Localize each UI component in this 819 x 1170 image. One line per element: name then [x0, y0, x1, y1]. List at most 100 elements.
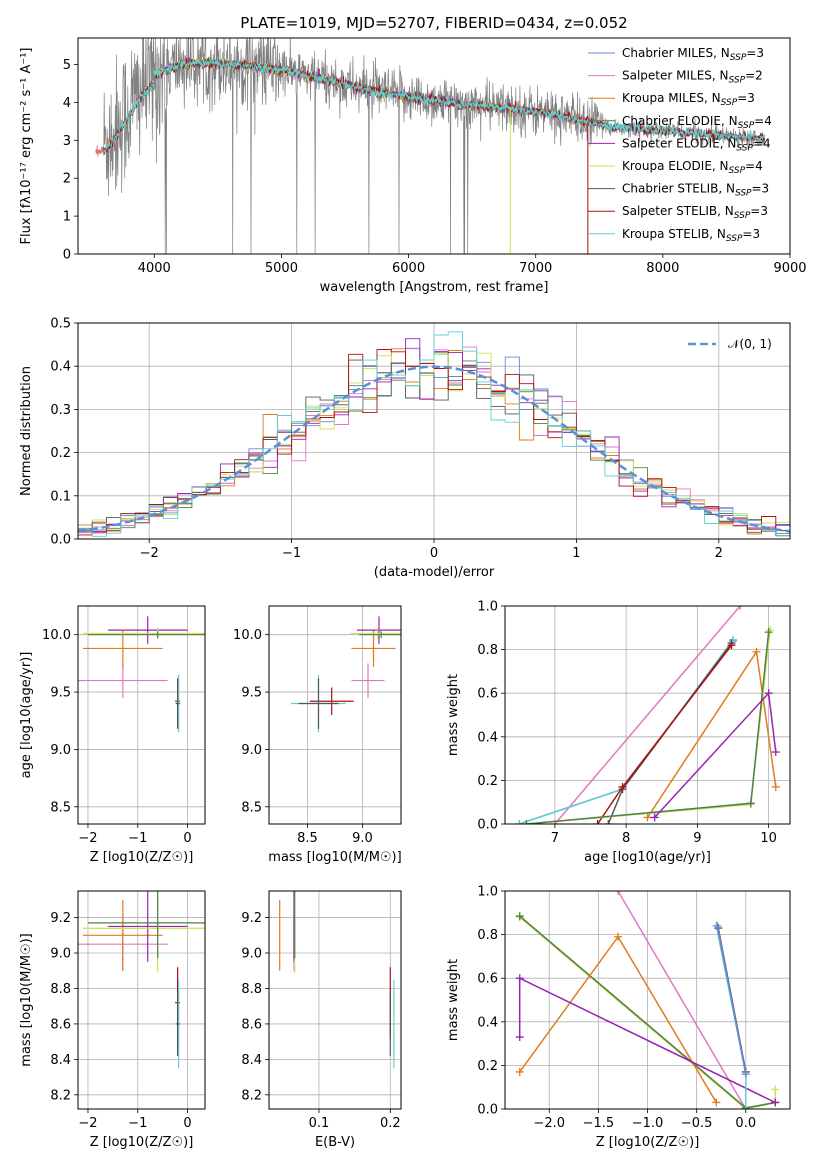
- weight-marker: [764, 689, 773, 698]
- residuals-xlabel: (data-model)/error: [374, 565, 495, 580]
- weight-marker: [771, 782, 780, 791]
- weight-marker: [741, 1070, 750, 1079]
- legend-label: Salpeter MILES, NSSP=2: [622, 69, 763, 86]
- spectrum-ytick-label: 3: [63, 134, 71, 149]
- spectrum-legend: Chabrier MILES, NSSP=3 Salpeter MILES, NS…: [588, 46, 772, 244]
- spectrum-ylabel: Flux [fλ10⁻¹⁷ erg cm⁻² s⁻¹ A⁻¹]: [19, 48, 34, 245]
- legend-label: Kroupa ELODIE, NSSP=4: [622, 159, 763, 176]
- weight-vs-age-ytick-label: 0.8: [477, 643, 498, 658]
- residuals-ytick-label: 0.2: [50, 446, 71, 461]
- age-vs-Z-ytick-label: 9.0: [50, 743, 71, 758]
- weight-vs-Z-axes: −2.0 −1.5 −1.0 −0.5 0.0 0.0 0.2 0.4 0.6 0.8 1.0 Z […: [446, 885, 791, 1150]
- residuals-ytick-label: 0.5: [50, 317, 71, 332]
- weight-marker: [614, 891, 623, 895]
- weight-marker: [764, 628, 773, 637]
- weight-vs-age-ytick-label: 1.0: [477, 600, 498, 615]
- age-vs-Z-axes: −2 −1 0 8.5 9.0 9.5 10.0 Z [log10(Z/Z☉)] age [lo…: [19, 605, 206, 865]
- legend-label: Salpeter STELIB, NSSP=3: [622, 204, 768, 221]
- weight-line: [646, 649, 777, 818]
- weight-vs-age-ylabel: mass weight: [446, 674, 461, 756]
- mass-vs-ebv-ytick-label: 9.2: [241, 911, 262, 926]
- weight-marker: [650, 813, 659, 822]
- spectrum-ytick-label: 4: [63, 96, 71, 111]
- legend-label: Chabrier ELODIE, NSSP=4: [622, 114, 772, 131]
- normal-legend-label: 𝒩(0, 1): [728, 337, 772, 351]
- age-vs-Z-frame: [77, 605, 206, 825]
- spectrum-xtick-label: 9000: [773, 261, 806, 276]
- mass-vs-Z-ytick-label: 8.2: [50, 1088, 71, 1103]
- weight-marker: [736, 606, 745, 610]
- weight-line: [526, 629, 771, 824]
- residuals-xtick-label: 1: [572, 546, 580, 561]
- legend-label: Kroupa MILES, NSSP=3: [622, 91, 755, 108]
- mass-vs-ebv-xlabel: E(B-V): [315, 1135, 355, 1150]
- mass-vs-ebv-ytick-label: 9.0: [241, 947, 262, 962]
- weight-vs-Z-xtick-label: −0.5: [681, 1116, 713, 1131]
- weight-line: [617, 891, 747, 1109]
- mass-vs-ebv-plot: [279, 891, 395, 1069]
- spectrum-frame: [77, 37, 791, 255]
- age-vs-mass-xlabel: mass [log10(M/M☉)]: [268, 850, 401, 865]
- residual-histogram: [78, 331, 790, 537]
- age-vs-mass-ytick-label: 9.0: [241, 743, 262, 758]
- spectrum-model-line: [102, 57, 766, 155]
- spectrum-xtick-label: 4000: [138, 261, 171, 276]
- spectrum-ytick-label: 2: [63, 172, 71, 187]
- mass-vs-ebv-frame: [268, 890, 402, 1110]
- weight-vs-Z-xtick-label: −1.0: [632, 1116, 664, 1131]
- weight-line: [526, 632, 770, 824]
- residuals-xtick-label: −2: [140, 546, 159, 561]
- mass-vs-Z-ytick-label: 8.8: [50, 982, 71, 997]
- spectrum-ytick-label: 1: [63, 210, 71, 225]
- age-vs-Z-ytick-label: 10.0: [42, 628, 71, 643]
- weight-marker: [727, 641, 736, 650]
- mass-vs-ebv-axes: 0.1 0.2 8.2 8.4 8.6 8.8 9.0 9.2 E(B-V): [241, 890, 402, 1150]
- spectrum-ytick-label: 5: [63, 58, 71, 73]
- weight-line: [596, 644, 733, 824]
- age-vs-Z-ytick-label: 9.5: [50, 686, 71, 701]
- weight-marker: [515, 912, 524, 921]
- weight-marker: [614, 932, 623, 941]
- spectrum-plot: [95, 38, 766, 254]
- mass-vs-ebv-ytick-label: 8.6: [241, 1017, 262, 1032]
- weight-vs-Z-xtick-label: 0.0: [735, 1116, 756, 1131]
- weight-vs-Z-xtick-label: −1.5: [583, 1116, 615, 1131]
- weight-marker: [643, 813, 652, 822]
- weight-marker: [752, 647, 761, 656]
- age-vs-mass-ytick-label: 10.0: [233, 628, 262, 643]
- age-vs-mass-xtick-label: 8.5: [297, 831, 318, 846]
- age-vs-mass-plot: [291, 616, 401, 733]
- weight-marker: [741, 1105, 750, 1109]
- legend-label: Chabrier MILES, NSSP=3: [622, 46, 764, 63]
- age-vs-Z-xtick-label: −1: [128, 831, 147, 846]
- weight-line: [654, 691, 777, 819]
- weight-vs-Z-ytick-label: 0.4: [477, 1015, 498, 1030]
- normal-curve: [78, 365, 790, 533]
- weight-vs-Z-plot: [515, 891, 780, 1109]
- age-vs-mass-frame: [268, 605, 402, 825]
- weight-marker: [515, 974, 524, 983]
- weight-vs-age-xtick-label: 8: [622, 831, 630, 846]
- age-vs-Z-ylabel: age [log10(age/yr)]: [19, 652, 34, 779]
- weight-marker: [713, 921, 722, 930]
- weight-vs-Z-ytick-label: 0.0: [477, 1103, 498, 1118]
- weight-vs-age-plot: [515, 606, 780, 824]
- residual-histogram: [78, 359, 790, 534]
- mass-vs-Z-plot: [78, 891, 205, 1069]
- spectrum-axes: 4000 5000 6000 7000 8000 9000 0 1 2 3 4 5 wavelength…: [19, 37, 807, 295]
- weight-marker: [618, 782, 627, 791]
- weight-vs-age-ytick-label: 0.0: [477, 818, 498, 833]
- age-vs-Z-ytick-label: 8.5: [50, 800, 71, 815]
- mass-vs-Z-ylabel: mass [log10(M/M☉)]: [19, 933, 34, 1066]
- weight-marker: [515, 1033, 524, 1042]
- weight-vs-age-axes: 7 8 9 10 0.0 0.2 0.4 0.6 0.8 1.0 age [log10(age/yr…: [446, 600, 791, 865]
- weight-vs-age-xtick-label: 9: [693, 831, 701, 846]
- weight-marker: [771, 748, 780, 757]
- legend-label: Salpeter ELODIE, NSSP=4: [622, 136, 771, 153]
- weight-vs-Z-ytick-label: 0.6: [477, 972, 498, 987]
- mass-vs-Z-xtick-label: −2: [78, 1116, 97, 1131]
- residuals-ylabel: Normed distribution: [19, 366, 34, 496]
- residuals-xtick-label: −1: [282, 546, 301, 561]
- mass-vs-Z-axes: −2 −1 0 8.2 8.4 8.6 8.8 9.0 9.2 Z [log10(Z/Z☉)] ma…: [19, 890, 206, 1150]
